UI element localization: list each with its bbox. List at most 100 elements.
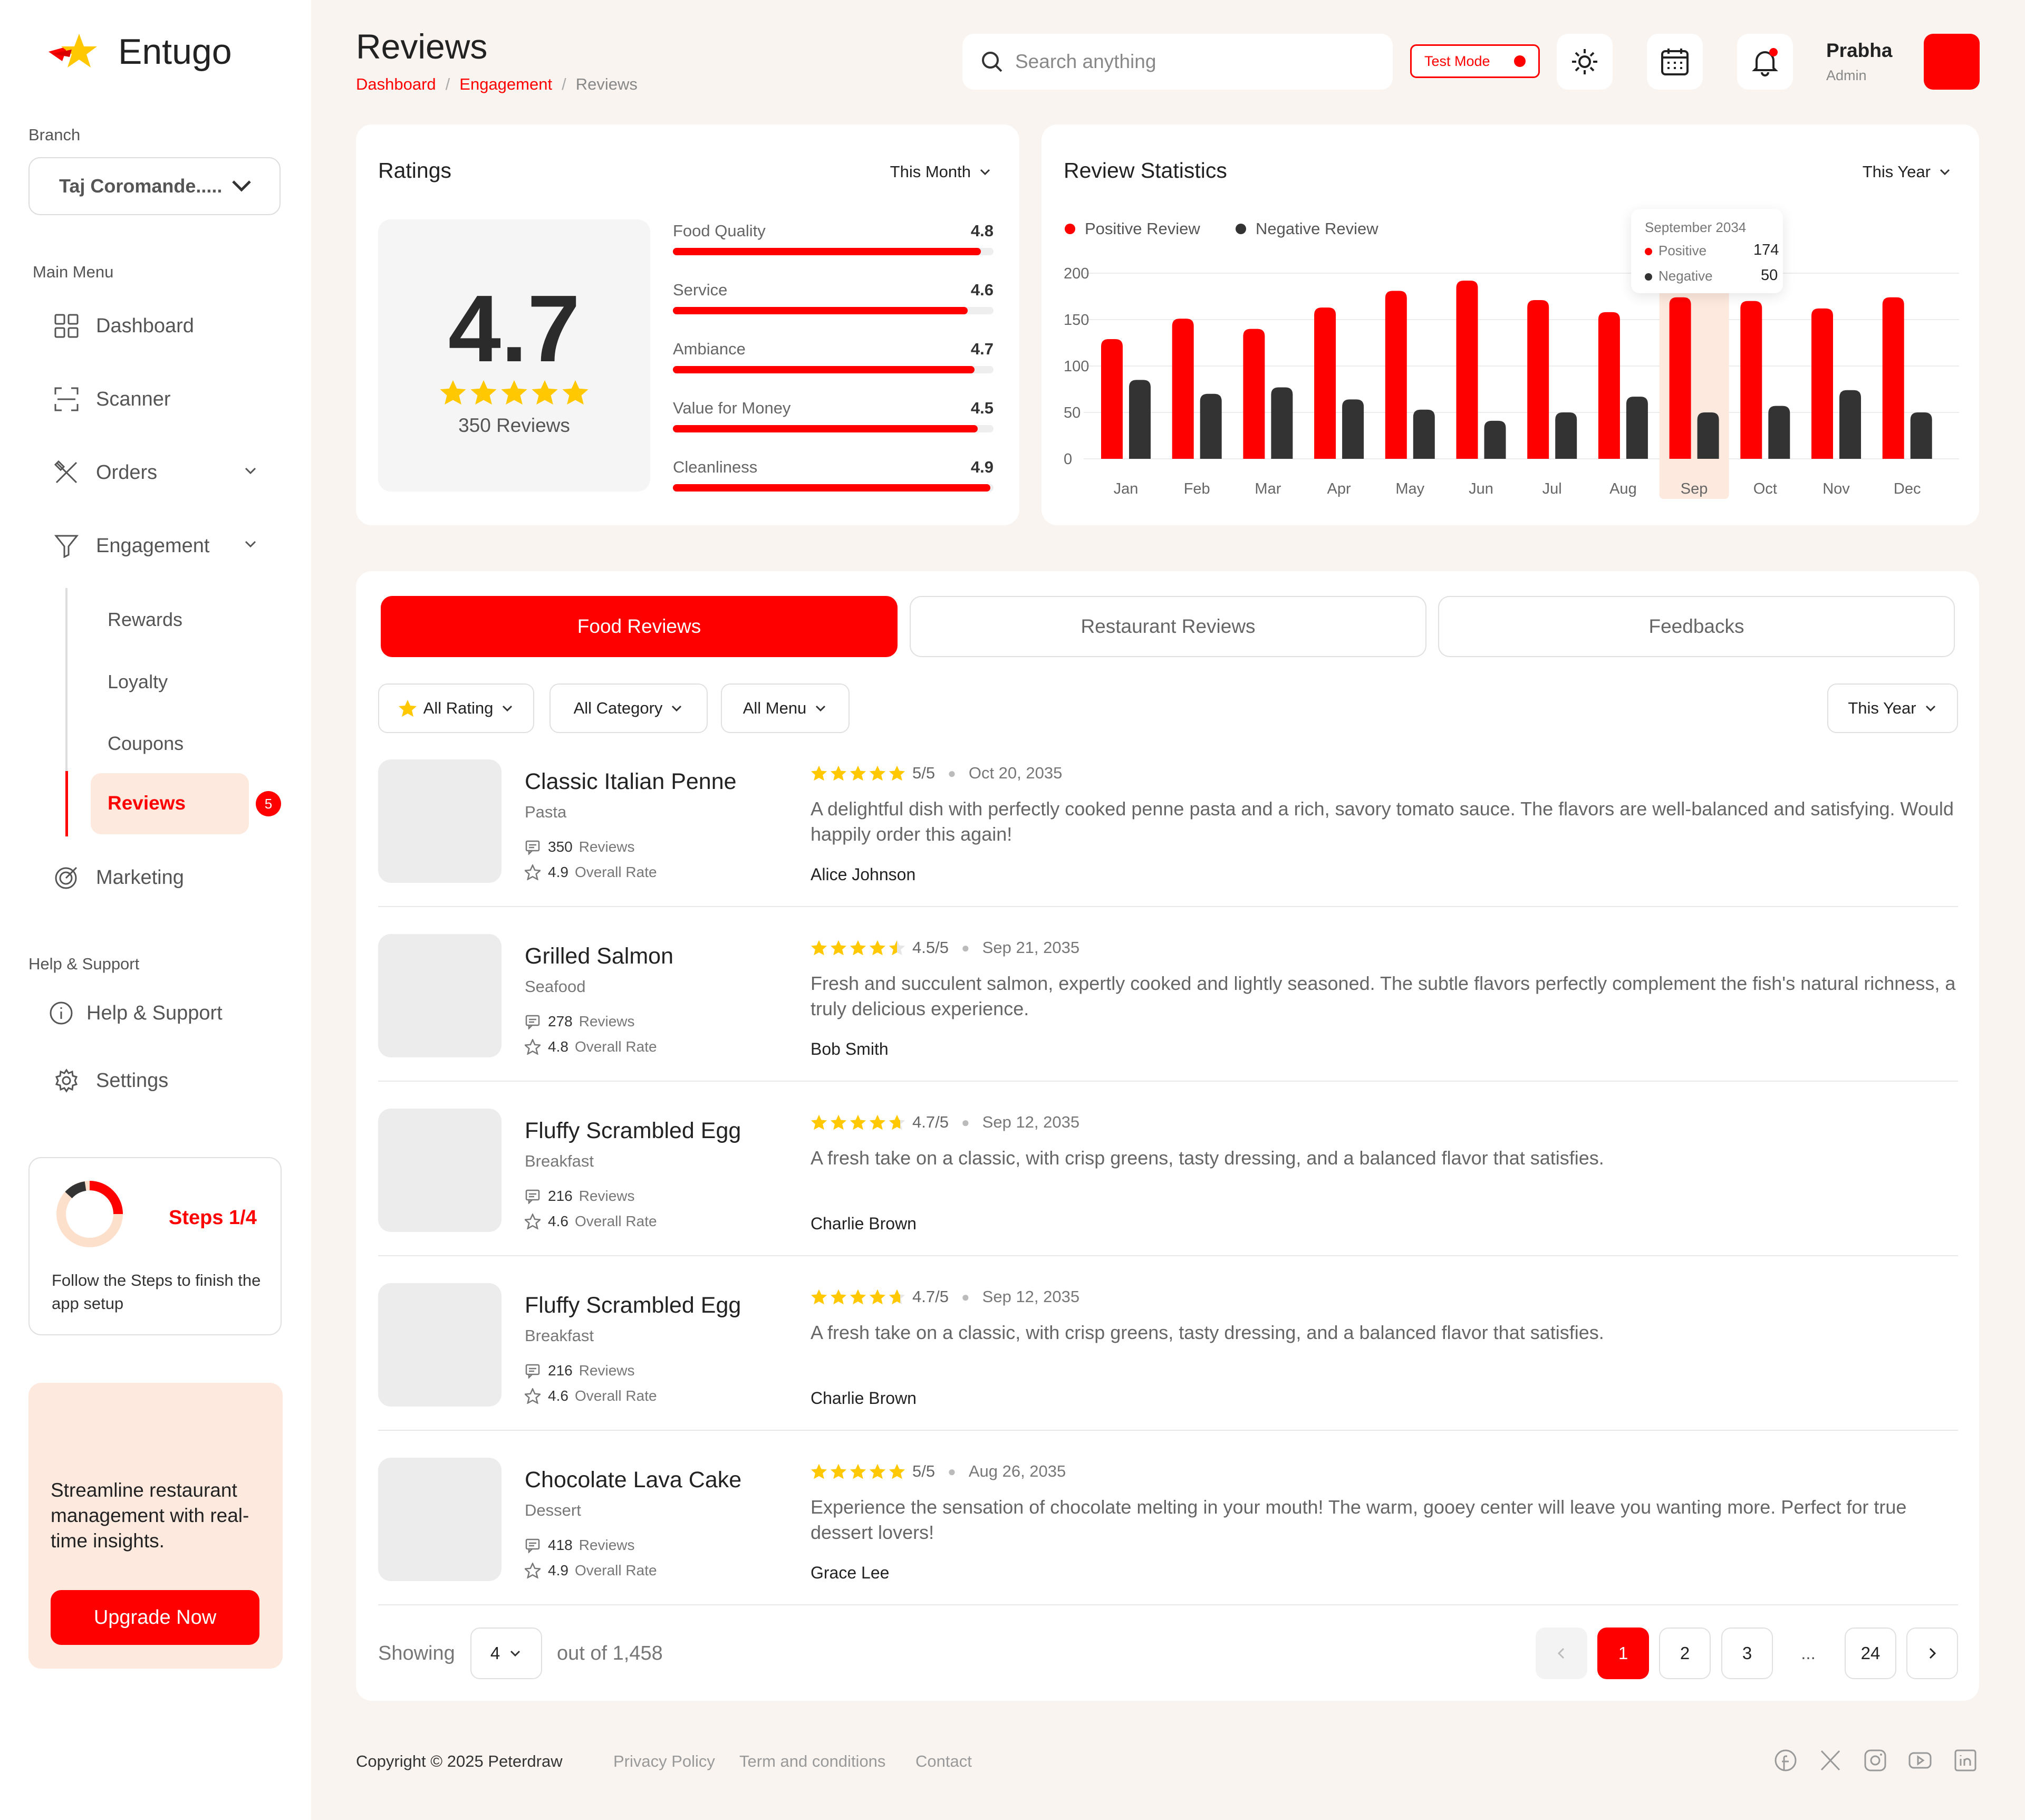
upgrade-now-button[interactable]: Upgrade Now bbox=[51, 1590, 259, 1645]
sidebar-item-orders[interactable]: Orders bbox=[53, 457, 256, 488]
chart-bar-negative[interactable] bbox=[1271, 387, 1293, 459]
sidebar-sub-rewards[interactable]: Rewards bbox=[108, 609, 183, 630]
breadcrumb-dashboard[interactable]: Dashboard bbox=[356, 75, 436, 93]
search-input[interactable]: Search anything bbox=[962, 34, 1393, 90]
chart-bar-negative[interactable] bbox=[1484, 420, 1506, 459]
review-text: Experience the sensation of chocolate me… bbox=[811, 1496, 1907, 1543]
sidebar-item-dashboard[interactable]: Dashboard bbox=[53, 310, 194, 342]
tab-feedbacks[interactable]: Feedbacks bbox=[1438, 596, 1955, 657]
setup-steps-card[interactable]: Steps 1/4 Follow the Steps to finish the… bbox=[28, 1157, 282, 1335]
chart-bar-negative[interactable] bbox=[1555, 412, 1577, 459]
next-page-button[interactable] bbox=[1906, 1628, 1958, 1679]
review-star-icon bbox=[811, 940, 827, 956]
review-count-label: Reviews bbox=[578, 839, 635, 855]
chart-bar-positive[interactable] bbox=[1172, 319, 1194, 459]
chart-bar-negative[interactable] bbox=[1413, 409, 1435, 459]
sidebar-item-settings[interactable]: Settings bbox=[53, 1065, 168, 1096]
chart-bar-positive[interactable] bbox=[1243, 329, 1265, 459]
review-star-icon bbox=[850, 1289, 866, 1305]
logo[interactable]: Entugo bbox=[46, 31, 232, 73]
review-score: 4.7/5 bbox=[912, 1287, 949, 1306]
per-page-value: 4 bbox=[490, 1643, 500, 1663]
review-row[interactable]: Classic Italian Penne Pasta 350 Reviews 4.9 O… bbox=[378, 748, 1958, 922]
sidebar-sub-loyalty[interactable]: Loyalty bbox=[108, 671, 168, 692]
review-date: Sep 12, 2035 bbox=[982, 1113, 1080, 1131]
filter-period[interactable]: This Year bbox=[1827, 683, 1958, 733]
footer-contact-link[interactable]: Contact bbox=[915, 1752, 972, 1770]
chart-bar-positive[interactable] bbox=[1740, 301, 1762, 459]
metric-bar-fill bbox=[673, 484, 990, 492]
page-3-button[interactable]: 3 bbox=[1721, 1628, 1773, 1679]
sidebar-item-scanner[interactable]: Scanner bbox=[53, 383, 171, 415]
review-row[interactable]: Fluffy Scrambled Egg Breakfast 216 Reviews 4… bbox=[378, 1097, 1958, 1271]
tab-restaurant-reviews[interactable]: Restaurant Reviews bbox=[910, 596, 1426, 657]
sidebar-item-engagement[interactable]: Engagement bbox=[53, 530, 256, 562]
chart-bar-negative[interactable] bbox=[1768, 406, 1790, 459]
chart-bar-positive[interactable] bbox=[1527, 300, 1549, 459]
review-text: A fresh take on a classic, with crisp gr… bbox=[811, 1322, 1604, 1343]
theme-toggle-button[interactable] bbox=[1557, 34, 1613, 90]
prev-page-button[interactable] bbox=[1536, 1628, 1587, 1679]
instagram-icon[interactable] bbox=[1863, 1748, 1888, 1773]
chart-bar-positive[interactable] bbox=[1314, 307, 1336, 459]
page-1-button[interactable]: 1 bbox=[1597, 1628, 1649, 1679]
linkedin-icon[interactable] bbox=[1953, 1748, 1978, 1773]
statistics-period-select[interactable]: This Year bbox=[1863, 162, 1952, 181]
filter-category[interactable]: All Category bbox=[549, 683, 708, 733]
chart-bar-negative[interactable] bbox=[1342, 399, 1364, 459]
chart-bar-positive[interactable] bbox=[1882, 297, 1904, 459]
chart-bar-positive[interactable] bbox=[1385, 291, 1407, 459]
footer-terms-link[interactable]: Term and conditions bbox=[739, 1752, 886, 1770]
dish-name: Fluffy Scrambled Egg bbox=[525, 1293, 741, 1318]
review-row[interactable]: Chocolate Lava Cake Dessert 418 Reviews 4.9 O… bbox=[378, 1446, 1958, 1620]
metric-bar-fill bbox=[673, 248, 981, 255]
avatar[interactable] bbox=[1924, 34, 1980, 90]
separator-dot: ● bbox=[948, 1463, 956, 1479]
chart-x-tick-label: Sep bbox=[1681, 480, 1708, 497]
upgrade-text: Streamline restaurant management with re… bbox=[51, 1479, 249, 1552]
page-24-button[interactable]: 24 bbox=[1845, 1628, 1896, 1679]
breadcrumb-reviews: Reviews bbox=[575, 75, 638, 93]
per-page-select[interactable]: 4 bbox=[470, 1628, 542, 1679]
chart-bar-positive[interactable] bbox=[1811, 308, 1833, 459]
review-row[interactable]: Fluffy Scrambled Egg Breakfast 216 Reviews 4… bbox=[378, 1272, 1958, 1446]
tab-food-reviews[interactable]: Food Reviews bbox=[381, 596, 898, 657]
chart-bar-positive[interactable] bbox=[1598, 312, 1620, 459]
facebook-icon[interactable] bbox=[1773, 1748, 1798, 1773]
youtube-icon[interactable] bbox=[1907, 1748, 1933, 1773]
notifications-button[interactable] bbox=[1737, 34, 1793, 90]
review-star-icon bbox=[869, 765, 886, 781]
sidebar-item-marketing[interactable]: Marketing bbox=[53, 862, 184, 893]
sidebar-sub-reviews[interactable] bbox=[91, 773, 249, 834]
sidebar-item-help[interactable]: Help & Support bbox=[47, 997, 223, 1029]
calendar-button[interactable] bbox=[1647, 34, 1703, 90]
sidebar-item-label: Engagement bbox=[96, 534, 210, 557]
footer-privacy-link[interactable]: Privacy Policy bbox=[613, 1752, 715, 1770]
chart-bar-negative[interactable] bbox=[1626, 397, 1648, 459]
page-2-button[interactable]: 2 bbox=[1659, 1628, 1711, 1679]
tooltip-positive-dot bbox=[1645, 248, 1652, 255]
breadcrumb-engagement[interactable]: Engagement bbox=[459, 75, 553, 93]
x-icon[interactable] bbox=[1818, 1748, 1843, 1773]
chart-bar-positive[interactable] bbox=[1669, 297, 1691, 459]
chart-bar-positive[interactable] bbox=[1456, 281, 1478, 459]
chart-bar-negative[interactable] bbox=[1910, 412, 1932, 459]
review-count-label: Reviews bbox=[578, 1013, 635, 1029]
chart-bar-negative[interactable] bbox=[1697, 412, 1719, 459]
sidebar-sub-coupons[interactable]: Coupons bbox=[108, 733, 184, 754]
test-mode-toggle[interactable]: Test Mode bbox=[1410, 44, 1540, 78]
comment-icon bbox=[525, 1015, 540, 1029]
review-date: Sep 21, 2035 bbox=[982, 938, 1080, 957]
overall-rate-label: Overall Rate bbox=[574, 1213, 657, 1229]
chart-bar-negative[interactable] bbox=[1129, 380, 1151, 459]
chart-bar-positive[interactable] bbox=[1101, 339, 1123, 459]
chart-bar-negative[interactable] bbox=[1839, 390, 1861, 459]
steps-progress-ring bbox=[56, 1181, 123, 1247]
chart-bar-negative[interactable] bbox=[1200, 393, 1222, 459]
filter-menu[interactable]: All Menu bbox=[721, 683, 850, 733]
review-row[interactable]: Grilled Salmon Seafood 278 Reviews 4.8 Overal… bbox=[378, 922, 1958, 1096]
branch-select[interactable]: Taj Coromande..... bbox=[28, 157, 281, 215]
filter-rating[interactable]: All Rating bbox=[378, 683, 534, 733]
ratings-period-select[interactable]: This Month bbox=[890, 162, 992, 181]
bell-icon bbox=[1752, 48, 1778, 76]
